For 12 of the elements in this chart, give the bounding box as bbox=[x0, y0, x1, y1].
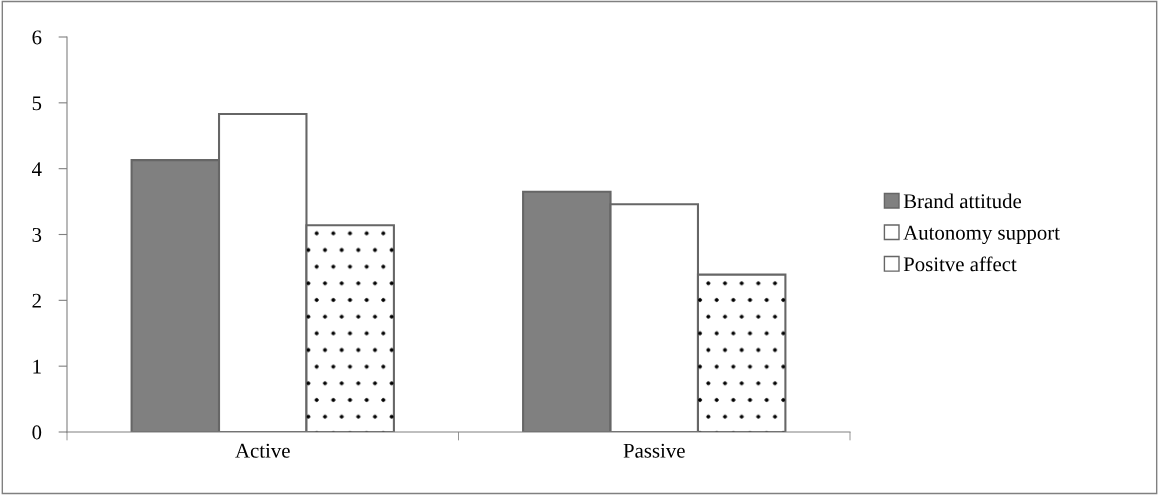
y-tick-label: 3 bbox=[32, 227, 42, 242]
y-tick-label: 4 bbox=[31, 162, 42, 176]
y-tick-label: 2 bbox=[32, 293, 41, 308]
x-tick-label: Active bbox=[235, 443, 290, 458]
x-tick-label: Passive bbox=[623, 443, 685, 458]
legend-label: Autonomy support bbox=[903, 225, 1060, 245]
y-tick-label: 6 bbox=[32, 30, 42, 45]
y-tick-label: 5 bbox=[32, 96, 42, 111]
legend-label: Positve affect bbox=[903, 256, 1017, 272]
y-tick-label: 1 bbox=[33, 359, 41, 374]
y-tick-label: 0 bbox=[32, 425, 42, 440]
legend-label: Brand attitude bbox=[903, 193, 1022, 209]
